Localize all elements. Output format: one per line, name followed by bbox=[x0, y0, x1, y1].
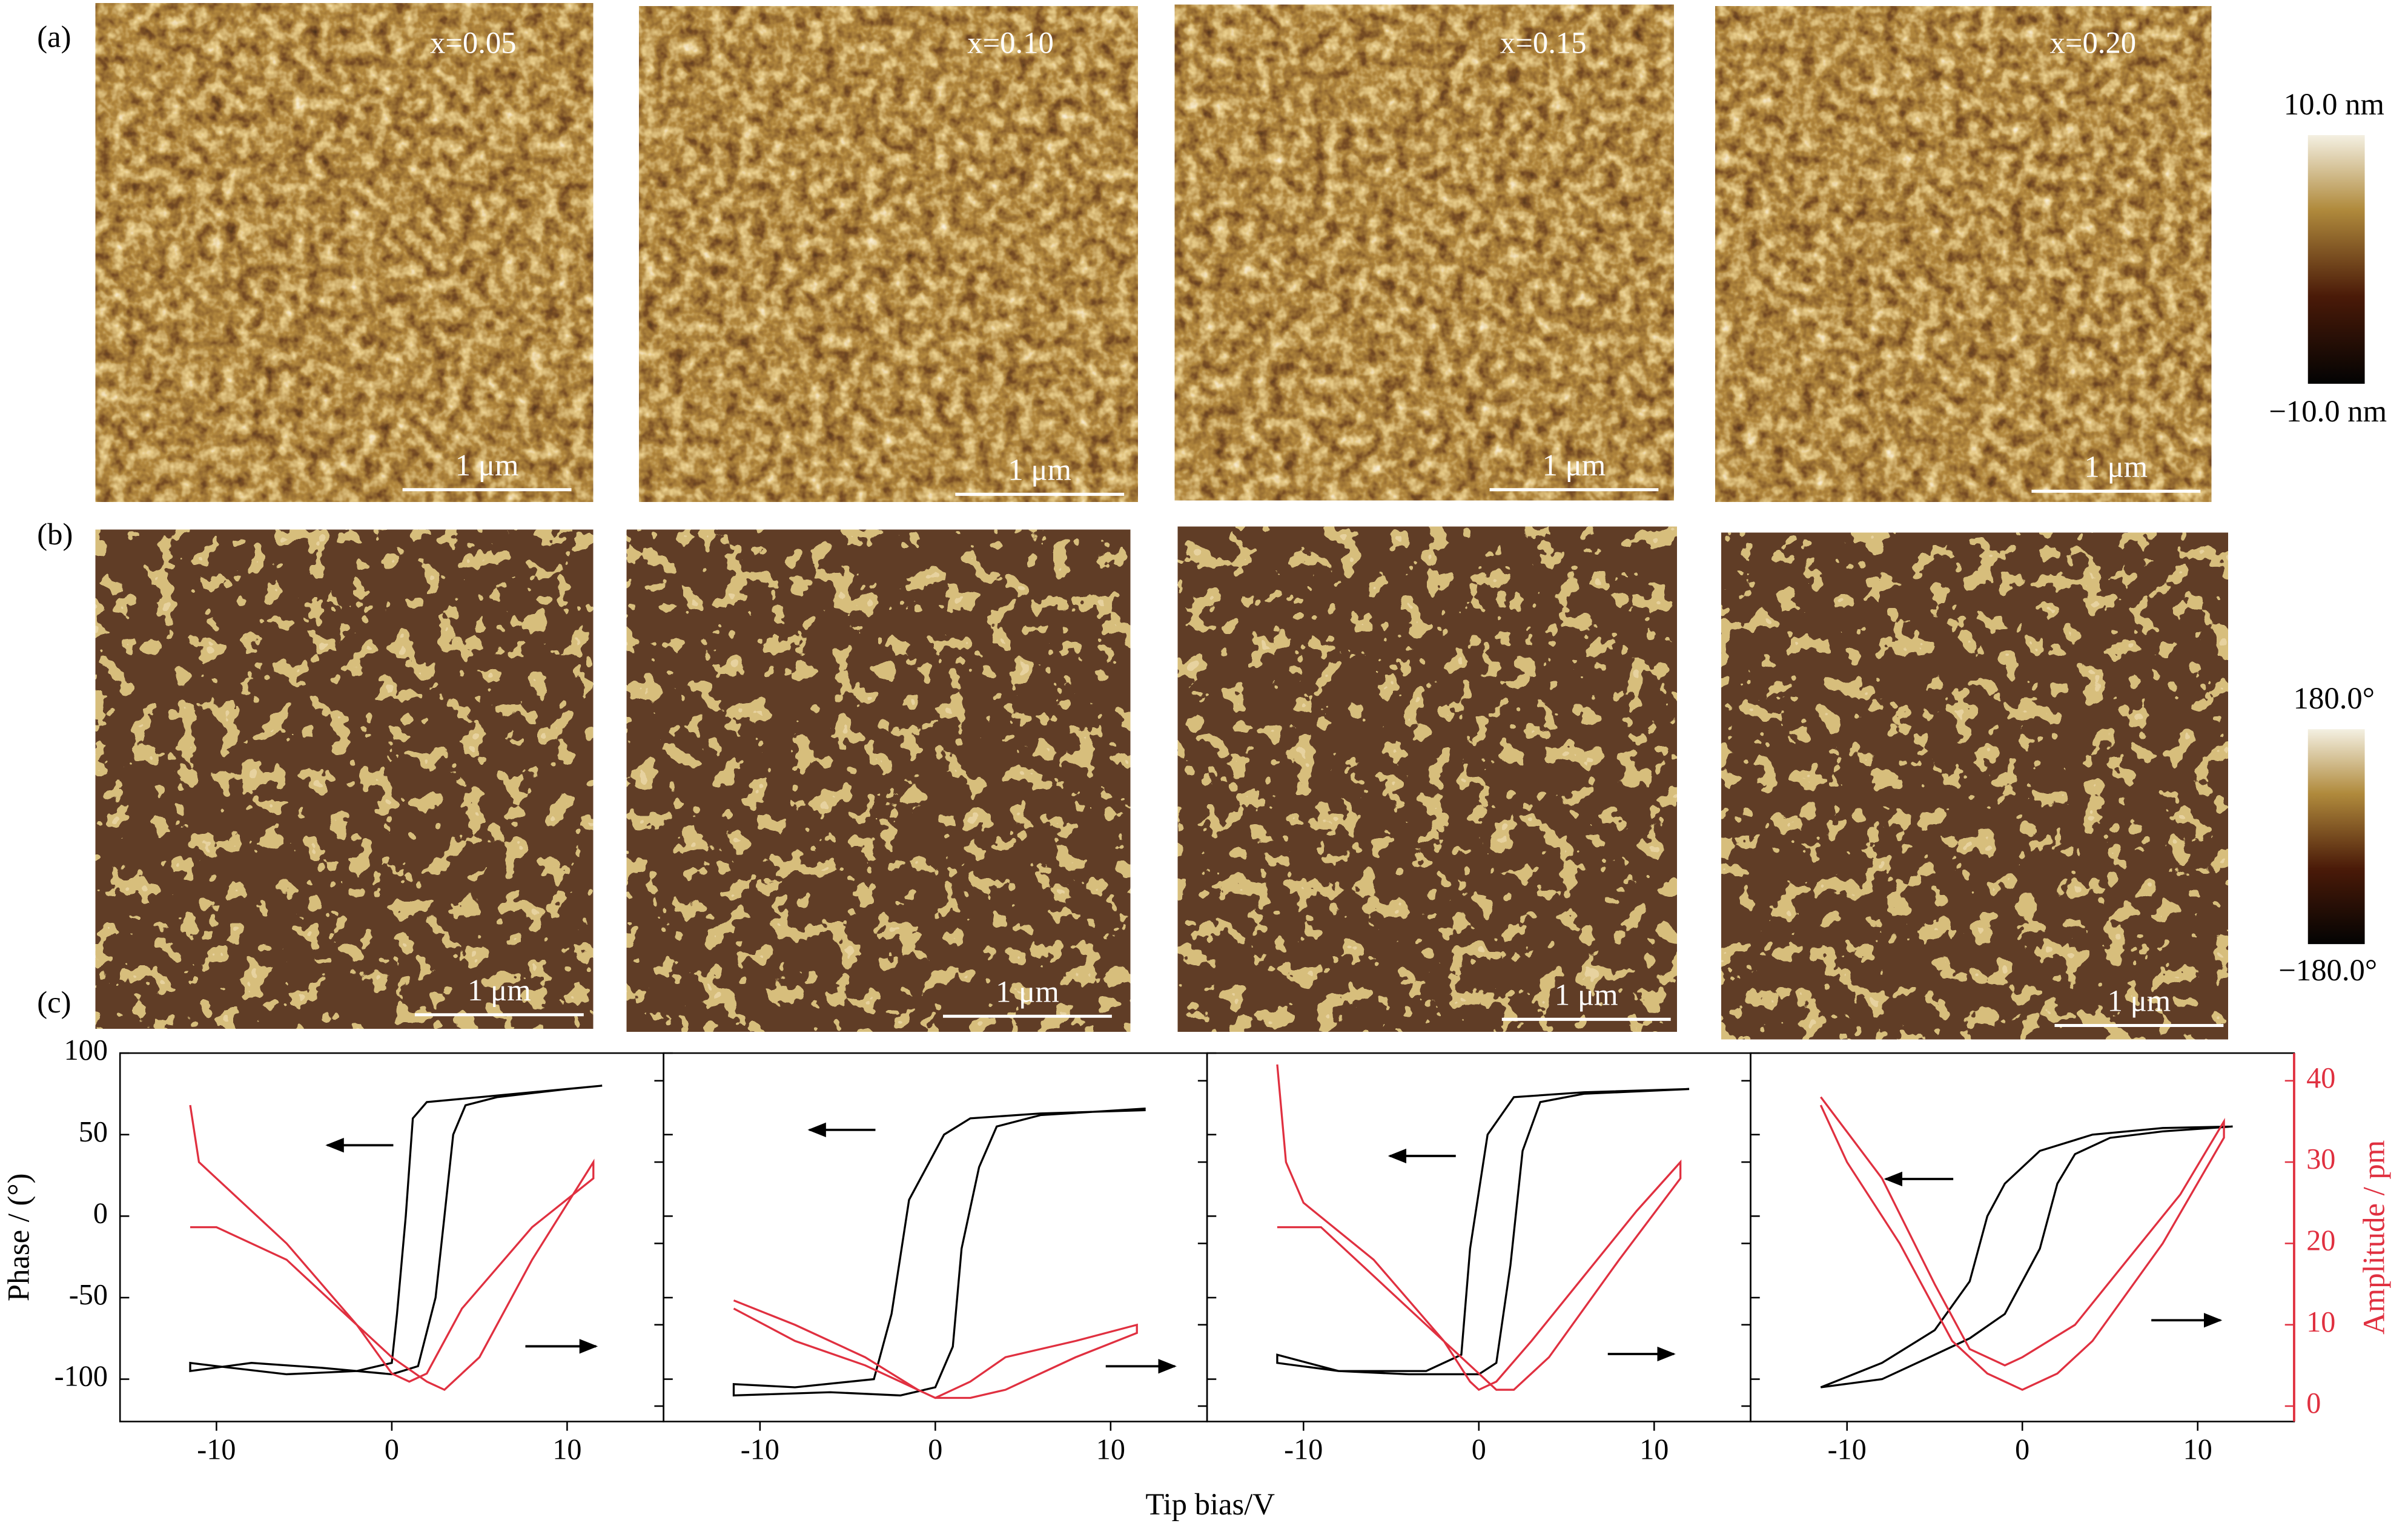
labels: (a) (b) (c) x=0.05 x=0.10 x=0.15 x=0.20 … bbox=[37, 20, 2387, 1522]
scale-bar-label: 1 μm bbox=[1555, 977, 1618, 1011]
scale-bar-label: 1 μm bbox=[996, 974, 1059, 1008]
afm-images bbox=[95, 3, 2365, 1040]
panel-label: (b) bbox=[37, 517, 73, 551]
y2-tick-label: 40 bbox=[2306, 1062, 2335, 1094]
composition: x=0.10 bbox=[967, 26, 1054, 60]
scale-bar-label: 1 μm bbox=[455, 448, 519, 482]
scale-bar-label: 1 μm bbox=[1008, 452, 1071, 486]
y2-tick-label: 30 bbox=[2306, 1143, 2335, 1175]
scale-bar-label: 1 μm bbox=[2108, 984, 2171, 1018]
composition: x=0.05 bbox=[430, 26, 517, 60]
x-tick-label: 10 bbox=[1639, 1433, 1669, 1465]
scale-bars: 1 μm 1 μm 1 μm 1 μm 1 μm 1 μm 1 μm 1 μm bbox=[402, 448, 2224, 1028]
plot-frame bbox=[119, 1052, 664, 1422]
afm-phase bbox=[1177, 526, 1677, 1032]
y-tick-label: -100 bbox=[55, 1361, 108, 1393]
y-tick-label: 50 bbox=[79, 1116, 108, 1148]
y-axis-label: Phase / (°) bbox=[2, 1173, 36, 1301]
x-tick-label: -10 bbox=[1828, 1433, 1867, 1465]
scale-bar-label: 1 μm bbox=[1543, 448, 1606, 482]
plot-frame bbox=[1206, 1052, 1751, 1422]
plot-frame bbox=[1750, 1052, 2295, 1422]
panel-label: (a) bbox=[37, 20, 71, 54]
y-tick-label: -50 bbox=[69, 1279, 108, 1311]
afm-phase bbox=[626, 529, 1131, 1032]
colorbar-min: −10.0 nm bbox=[2269, 394, 2387, 428]
series-line bbox=[732, 1107, 1146, 1397]
afm-phase bbox=[1721, 532, 2228, 1040]
colorbar-max: 10.0 nm bbox=[2284, 87, 2384, 121]
y-tick-label: 100 bbox=[64, 1034, 108, 1066]
arrows bbox=[325, 1122, 2223, 1374]
colorbar-max: 180.0° bbox=[2294, 681, 2375, 715]
x-tick-label: -10 bbox=[197, 1433, 236, 1465]
scale-bar-label: 1 μm bbox=[2085, 449, 2148, 483]
x-tick-label: 0 bbox=[1472, 1433, 1486, 1465]
afm-topography bbox=[639, 6, 1138, 502]
x-tick-label: 10 bbox=[1096, 1433, 1125, 1465]
x-tick-label: 0 bbox=[928, 1433, 942, 1465]
afm-phase bbox=[95, 529, 594, 1029]
colorbar bbox=[2307, 729, 2365, 945]
composition: x=0.15 bbox=[1500, 26, 1587, 60]
x-tick-label: 0 bbox=[2015, 1433, 2029, 1465]
series-line bbox=[1819, 1096, 2225, 1391]
afm-topography bbox=[1174, 4, 1674, 501]
y2-tick-label: 0 bbox=[2306, 1387, 2321, 1419]
x-tick-label: -10 bbox=[1284, 1433, 1323, 1465]
panel-label: (c) bbox=[37, 985, 71, 1019]
scale-bar-label: 1 μm bbox=[468, 973, 531, 1007]
y-tick-label: 0 bbox=[93, 1197, 108, 1229]
composition: x=0.20 bbox=[2050, 26, 2137, 60]
series-line bbox=[189, 1105, 595, 1392]
afm-topography bbox=[1715, 6, 2212, 502]
y2-tick-label: 10 bbox=[2306, 1306, 2335, 1338]
x-tick-label: 0 bbox=[385, 1433, 399, 1465]
colorbar-min: −180.0° bbox=[2278, 953, 2377, 987]
x-tick-label: 10 bbox=[2183, 1433, 2212, 1465]
x-axis-label: Tip bias/V bbox=[1145, 1487, 1275, 1521]
x-tick-label: -10 bbox=[741, 1433, 779, 1465]
afm-topography bbox=[95, 3, 594, 502]
series-line bbox=[1276, 1064, 1682, 1392]
x-tick-label: 10 bbox=[552, 1433, 581, 1465]
series-line bbox=[189, 1085, 603, 1376]
y2-tick-label: 20 bbox=[2306, 1224, 2335, 1257]
series-line bbox=[1820, 1125, 2233, 1389]
series-line bbox=[1276, 1088, 1690, 1376]
y2-axis-label: Amplitude / pm bbox=[2357, 1140, 2390, 1335]
series-line bbox=[733, 1299, 1138, 1399]
colorbar bbox=[2307, 135, 2365, 384]
